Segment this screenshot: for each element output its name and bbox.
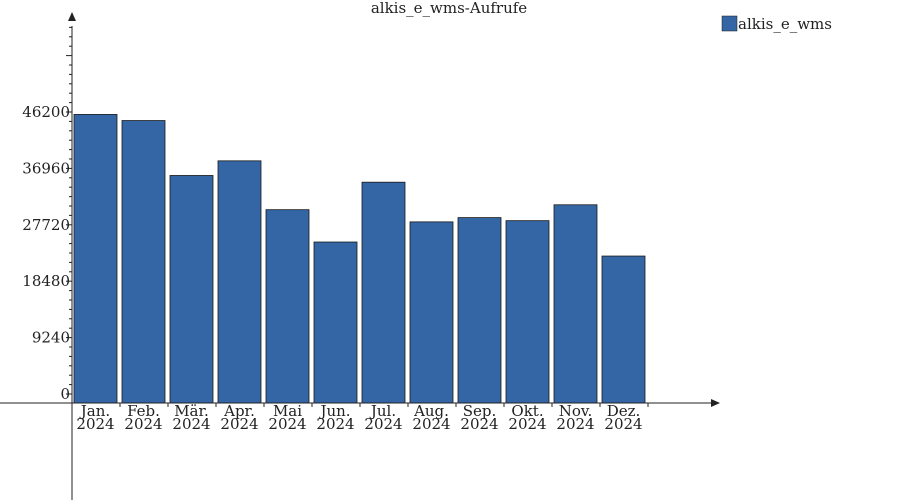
- y-tick-label-2: 18480: [22, 272, 70, 290]
- x-axis-arrow: [711, 399, 720, 407]
- bar-9: [457, 217, 502, 404]
- x-tick-label-3: Mär. 2024: [172, 402, 210, 433]
- y-tick-label-3: 27720: [22, 216, 70, 234]
- bars-group: [73, 114, 646, 404]
- bar-8: [409, 221, 454, 404]
- bar-4: [217, 160, 262, 404]
- x-tick-label-2: Feb. 2024: [124, 402, 162, 433]
- bar-3: [169, 175, 214, 404]
- y-tick-label-4: 36960: [22, 159, 70, 177]
- x-tick-label-9: Sep. 2024: [460, 402, 498, 433]
- bar-6: [313, 241, 358, 404]
- bar-10: [505, 220, 550, 404]
- y-tick-label-1: 9240: [32, 329, 70, 347]
- y-axis-arrow: [68, 12, 76, 21]
- legend: alkis_e_wms: [721, 15, 832, 33]
- x-tick-label-4: Apr. 2024: [220, 402, 258, 433]
- chart-title: alkis_e_wms-Aufrufe: [371, 0, 527, 17]
- x-tick-label-11: Nov. 2024: [556, 402, 594, 433]
- x-tick-label-6: Jun. 2024: [316, 402, 354, 433]
- legend-swatch: [721, 15, 738, 32]
- x-axis: Jan. 2024 Feb. 2024 Mär. 2024 Apr. 2024 Mai 2024 J…: [0, 399, 720, 433]
- bar-12: [601, 255, 646, 404]
- bar-7: [361, 181, 406, 404]
- x-tick-label-5: Mai 2024: [268, 402, 306, 433]
- x-tick-label-12: Dez. 2024: [604, 402, 642, 433]
- y-tick-label-0: 0: [60, 385, 70, 403]
- bar-11: [553, 204, 598, 404]
- bar-5: [265, 209, 310, 404]
- y-tick-label-5: 46200: [22, 103, 70, 121]
- x-tick-label-1: Jan. 2024: [76, 402, 114, 433]
- legend-label: alkis_e_wms: [738, 15, 832, 33]
- x-tick-label-8: Aug. 2024: [412, 402, 450, 433]
- x-tick-label-7: Jul. 2024: [364, 402, 402, 433]
- bar-1: [73, 114, 118, 404]
- x-tick-label-10: Okt. 2024: [508, 402, 546, 433]
- y-axis: 0 9240 18480 27720 36960 46200: [22, 12, 76, 500]
- bar-2: [121, 120, 166, 404]
